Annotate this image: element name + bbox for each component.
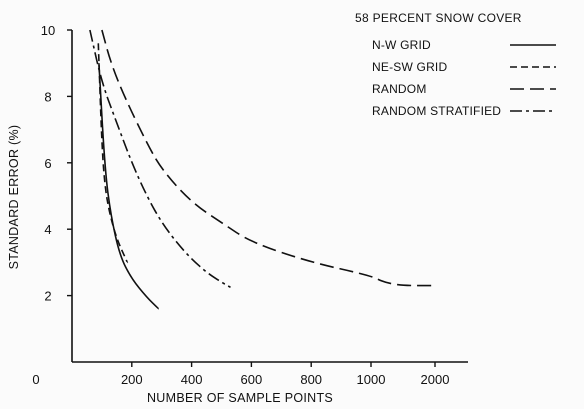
y-tick-label: 4 xyxy=(44,222,51,237)
chart-title: 58 PERCENT SNOW COVER xyxy=(355,11,522,25)
legend-label: NE-SW GRID xyxy=(372,60,447,74)
legend-label: RANDOM STRATIFIED xyxy=(372,104,501,118)
y-axis-title: STANDARD ERROR (%) xyxy=(7,125,21,270)
y-tick-label: 2 xyxy=(44,289,51,304)
series-group xyxy=(89,29,435,310)
x-axis-title: NUMBER OF SAMPLE POINTS xyxy=(147,391,333,405)
legend: N-W GRID NE-SW GRID RANDOM RANDOM STRATIFIE… xyxy=(372,38,556,118)
y-tick-label: 10 xyxy=(41,23,55,38)
y-tick-label: 6 xyxy=(44,156,51,171)
legend-label: RANDOM xyxy=(372,82,427,96)
x-tick-label: 2000 xyxy=(421,372,450,387)
y-tick-label: 8 xyxy=(44,89,51,104)
x-tick-label: 200 xyxy=(121,372,143,387)
series-line-random-stratified xyxy=(89,29,231,288)
x-tick-label: 400 xyxy=(181,372,203,387)
x-tick-label: 0 xyxy=(32,372,39,387)
series-line-random xyxy=(101,29,435,287)
x-tick-label: 1000 xyxy=(357,372,386,387)
tick-group: 2 4 6 8 10 0 200 400 600 800 1000 2000 xyxy=(32,23,449,387)
series-line-n-w-grid xyxy=(98,63,160,310)
series-line-ne-sw-grid xyxy=(97,43,129,264)
x-tick-label: 800 xyxy=(300,372,322,387)
x-tick-label: 600 xyxy=(241,372,263,387)
legend-label: N-W GRID xyxy=(372,38,431,52)
